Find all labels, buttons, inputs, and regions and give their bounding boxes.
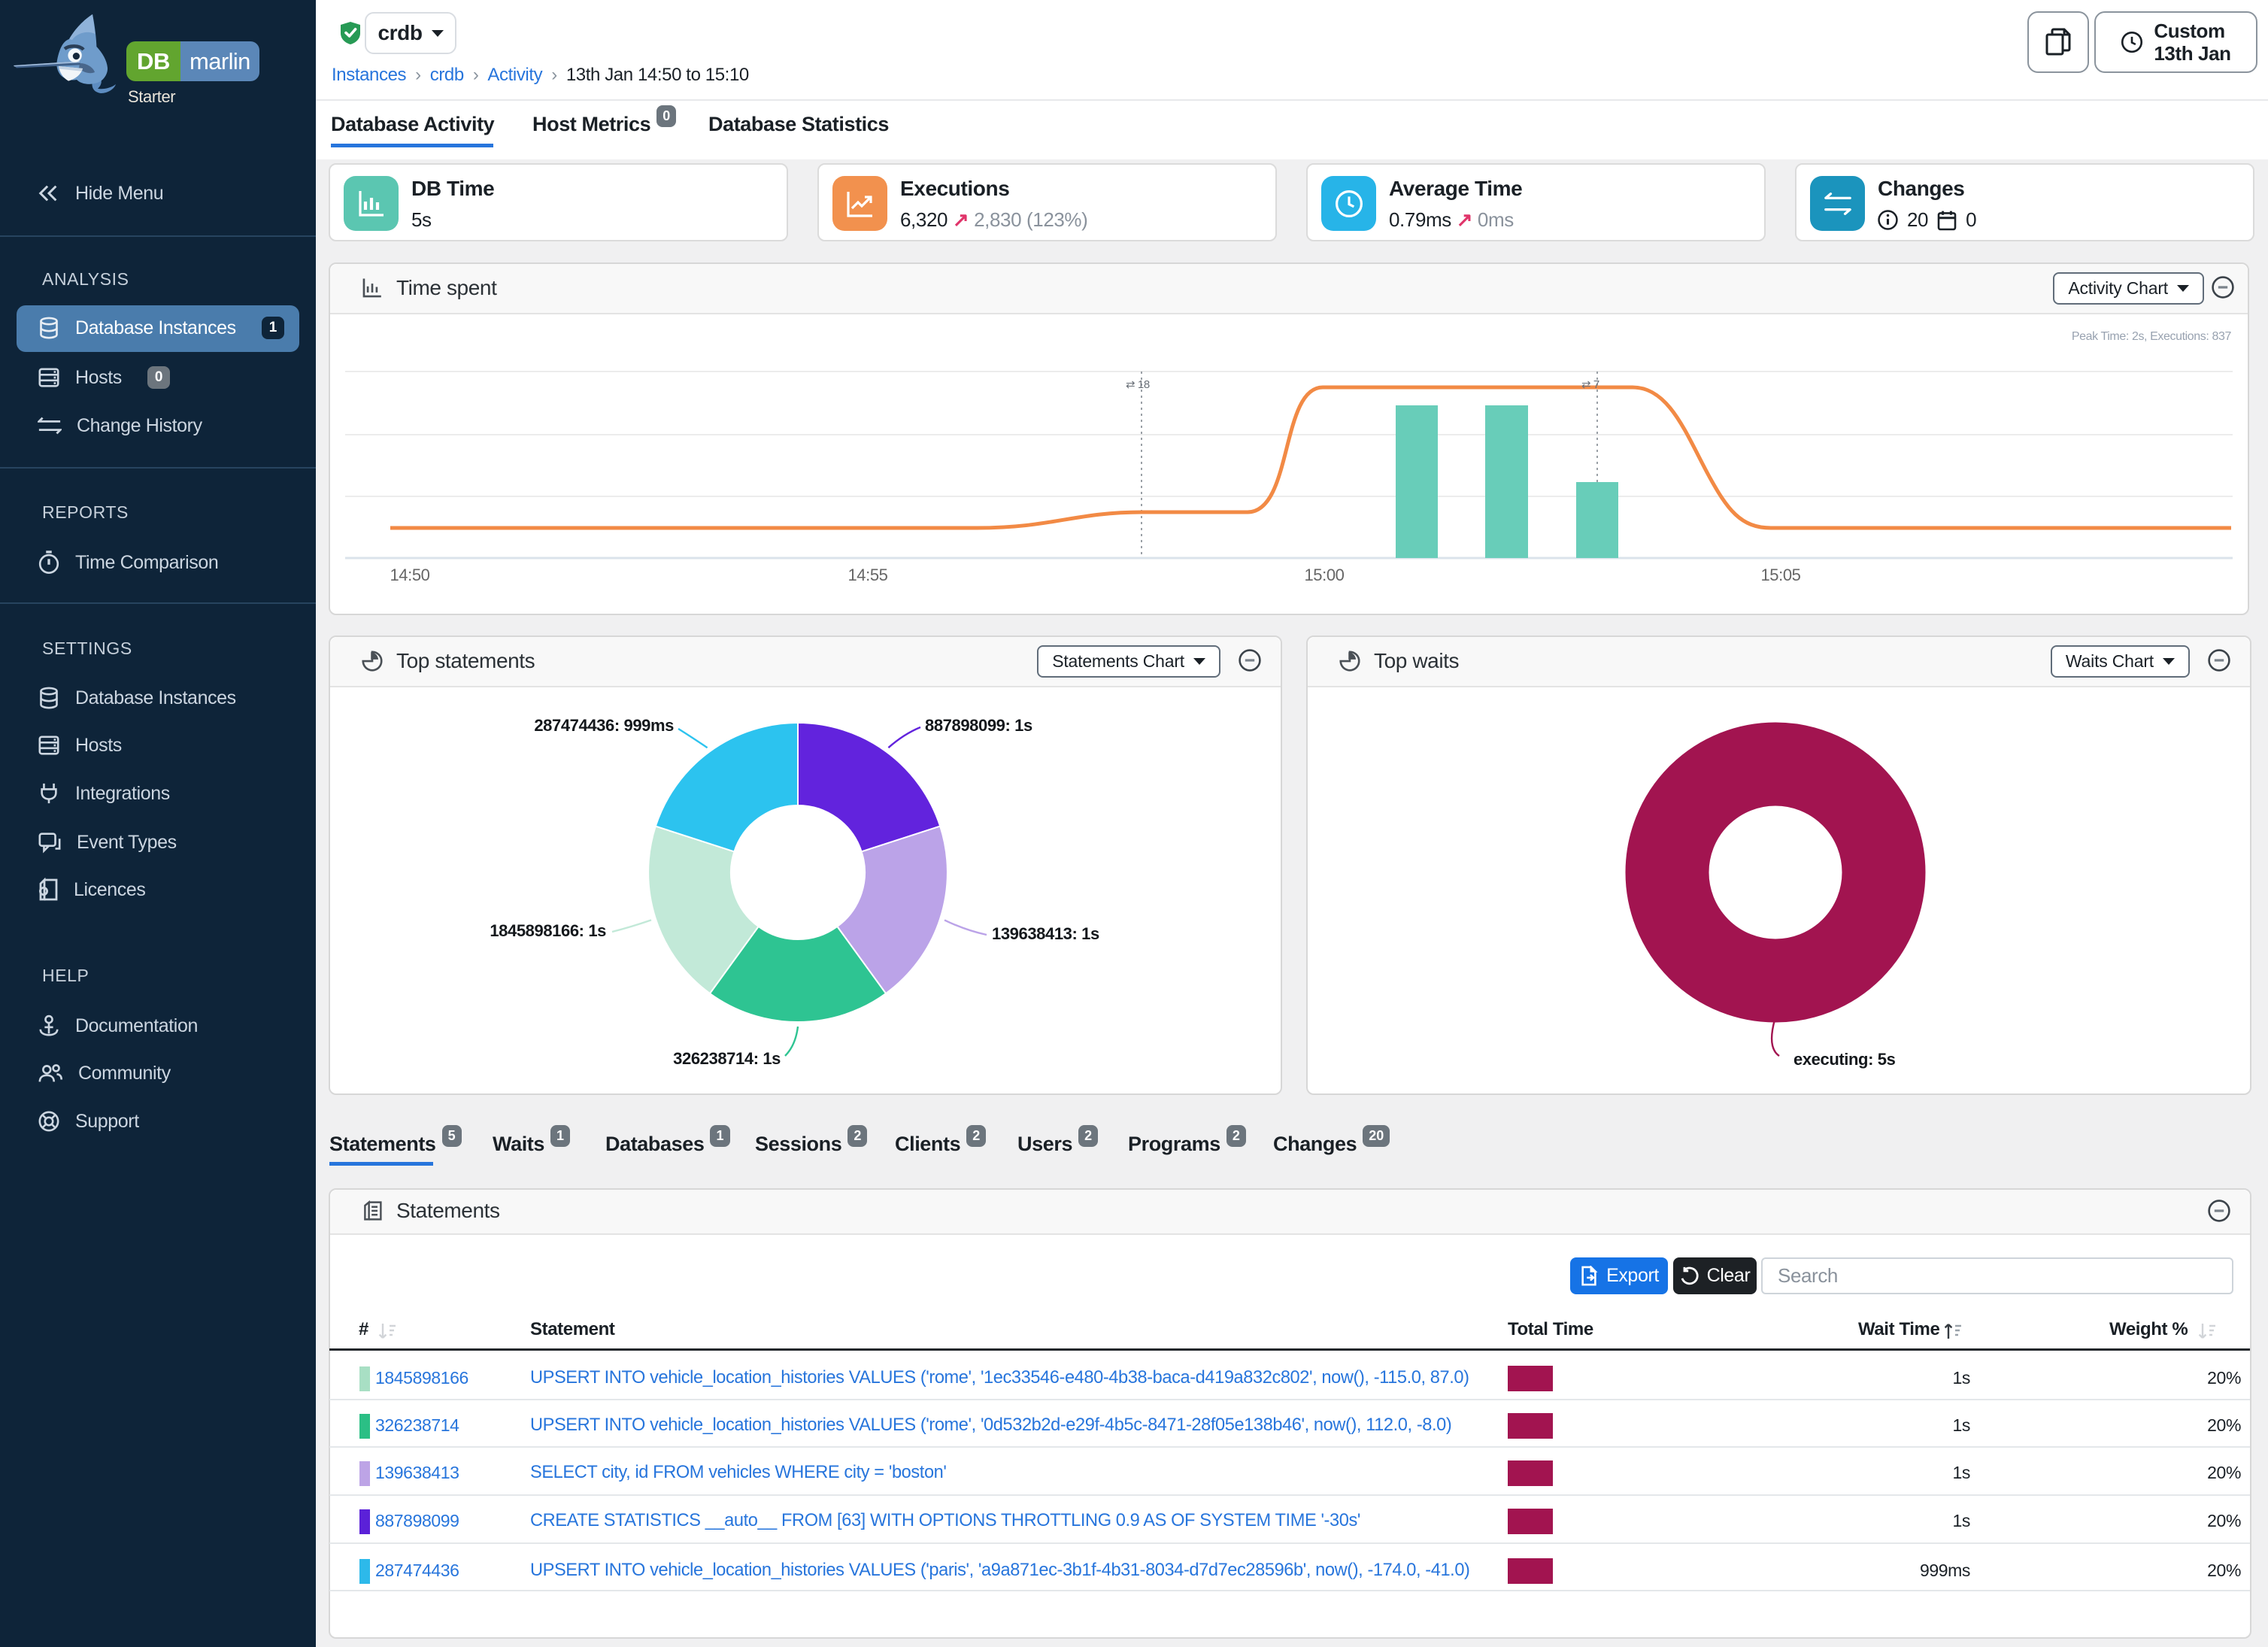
svg-text:15:00: 15:00 — [1304, 566, 1344, 584]
svg-text:⇄ 18: ⇄ 18 — [1126, 378, 1150, 391]
svg-text:14:50: 14:50 — [390, 566, 429, 584]
svg-text:139638413: 1s: 139638413: 1s — [992, 924, 1099, 943]
svg-text:887898099: 1s: 887898099: 1s — [925, 716, 1032, 735]
svg-text:1845898166: 1s: 1845898166: 1s — [490, 921, 606, 940]
svg-text:executing: 5s: executing: 5s — [1793, 1050, 1896, 1069]
svg-text:15:05: 15:05 — [1760, 566, 1800, 584]
svg-text:⇄ 7: ⇄ 7 — [1581, 378, 1599, 391]
svg-text:Peak Time: 2s, Executions: 837: Peak Time: 2s, Executions: 837 — [2072, 330, 2232, 343]
svg-text:14:55: 14:55 — [847, 566, 887, 584]
svg-text:326238714: 1s: 326238714: 1s — [673, 1049, 781, 1068]
svg-text:287474436: 999ms: 287474436: 999ms — [534, 716, 674, 735]
